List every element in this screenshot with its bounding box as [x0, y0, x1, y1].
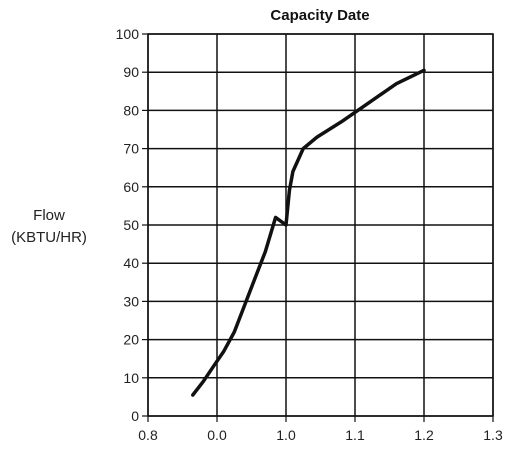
y-tick-label: 90 — [123, 64, 139, 80]
y-tick-label: 20 — [123, 332, 139, 348]
y-axis-label-line-2: (KBTU/HR) — [11, 229, 87, 246]
y-tick-label: 60 — [123, 179, 139, 195]
y-tick-label: 70 — [123, 141, 139, 157]
y-tick-label: 0 — [131, 408, 139, 424]
axis-ticks — [142, 33, 494, 422]
y-tick-label: 40 — [123, 255, 139, 271]
y-tick-label: 30 — [123, 293, 139, 309]
x-tick-label: 1.0 — [276, 427, 296, 443]
series-layer — [191, 68, 426, 397]
chart-title: Capacity Date — [270, 7, 369, 24]
x-tick-label: 0.0 — [207, 427, 227, 443]
plot-area-frame — [147, 33, 494, 417]
y-tick-label: 80 — [123, 102, 139, 118]
y-tick-label: 50 — [123, 217, 139, 233]
x-tick-label: 1.3 — [483, 427, 503, 443]
grid-lines — [147, 33, 494, 417]
y-tick-label: 10 — [123, 370, 139, 386]
x-tick-label: 0.8 — [138, 427, 158, 443]
y-tick-label: 100 — [116, 26, 140, 42]
x-tick-label: 1.2 — [414, 427, 434, 443]
tick-labels: 0 10 20 30 40 50 60 70 80 90 100 0.8 0.0 1.0 1.1 1.2 1.3 — [116, 26, 503, 443]
flow-series-line — [191, 68, 426, 397]
y-axis-label-line-1: Flow — [33, 207, 65, 224]
x-tick-label: 1.1 — [345, 427, 365, 443]
